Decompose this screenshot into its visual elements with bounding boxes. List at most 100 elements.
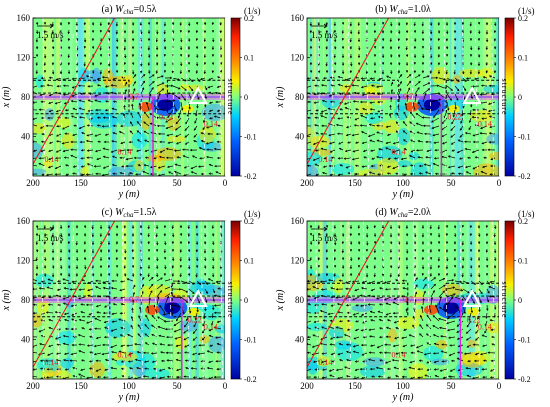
velocity-vector bbox=[39, 287, 46, 290]
y-tick-label: 40 bbox=[21, 335, 31, 345]
velocity-vector bbox=[353, 100, 360, 103]
velocity-vector bbox=[376, 367, 384, 370]
vector-head bbox=[421, 62, 425, 65]
velocity-vector bbox=[338, 141, 344, 145]
vector-head bbox=[80, 368, 83, 372]
velocity-vector bbox=[353, 344, 360, 347]
vector-head bbox=[354, 360, 358, 363]
vector-head bbox=[85, 75, 89, 78]
vector-head bbox=[431, 120, 434, 123]
vector-head bbox=[102, 166, 106, 169]
velocity-vector bbox=[462, 280, 469, 284]
vector-head bbox=[419, 314, 423, 318]
velocity-vector bbox=[472, 116, 480, 119]
vector-head bbox=[337, 83, 341, 86]
velocity-vector bbox=[354, 92, 360, 95]
vector-head bbox=[187, 226, 190, 230]
vector-head bbox=[103, 335, 107, 339]
velocity-vector bbox=[148, 94, 151, 103]
velocity-vector bbox=[63, 359, 70, 362]
vector-head bbox=[208, 78, 211, 81]
vector-head bbox=[437, 259, 441, 262]
vortex-core bbox=[164, 301, 181, 314]
vector-head bbox=[350, 258, 353, 262]
y-tick-label: 160 bbox=[291, 216, 305, 226]
colorbar-tick-label: 0.1 bbox=[518, 257, 528, 266]
velocity-vector bbox=[438, 284, 446, 290]
colorbar-tick-label: 0 bbox=[244, 93, 248, 102]
velocity-vector bbox=[440, 368, 448, 372]
vector-head bbox=[91, 251, 95, 254]
vector-head bbox=[453, 242, 457, 245]
vector-head bbox=[382, 266, 385, 269]
vector-head bbox=[68, 266, 71, 269]
vector-head bbox=[415, 149, 419, 152]
vector-head bbox=[398, 95, 401, 99]
velocity-vector bbox=[174, 328, 182, 333]
vector-head bbox=[52, 46, 55, 50]
vector-head bbox=[472, 134, 475, 137]
velocity-vector bbox=[216, 280, 222, 283]
vector-head bbox=[130, 112, 133, 115]
vector-head bbox=[214, 294, 217, 297]
vector-head bbox=[131, 31, 135, 34]
colorbar-unit: (1/s) bbox=[244, 209, 261, 219]
x-tick-label: 200 bbox=[26, 178, 40, 188]
velocity-vector bbox=[192, 352, 198, 356]
vector-head bbox=[78, 116, 82, 119]
velocity-vector bbox=[489, 125, 496, 128]
panel-title-sub: cha bbox=[398, 211, 409, 219]
velocity-vector bbox=[488, 101, 496, 105]
vector-head bbox=[481, 368, 484, 371]
vector-head bbox=[196, 55, 199, 59]
vector-head bbox=[461, 243, 464, 246]
vector-head bbox=[408, 73, 412, 77]
velocity-vector bbox=[307, 173, 312, 176]
vector-head bbox=[449, 369, 453, 372]
vector-head bbox=[33, 303, 36, 306]
vector-head bbox=[389, 257, 393, 261]
vector-head bbox=[86, 376, 89, 379]
x-tick-label: 0 bbox=[497, 381, 502, 391]
vector-head bbox=[370, 288, 374, 292]
vector-head bbox=[136, 149, 139, 152]
velocity-vector bbox=[377, 344, 384, 348]
vector-head bbox=[75, 274, 79, 277]
vector-head bbox=[413, 30, 417, 34]
vector-head bbox=[75, 70, 79, 73]
vector-head bbox=[441, 142, 445, 145]
vector-head bbox=[474, 156, 478, 159]
velocity-vector bbox=[62, 141, 70, 144]
vector-head bbox=[147, 234, 150, 238]
velocity-vector bbox=[450, 133, 456, 138]
vector-head bbox=[165, 126, 169, 130]
vector-head bbox=[377, 115, 381, 119]
velocity-vector bbox=[112, 164, 118, 167]
field-blob bbox=[387, 328, 397, 343]
velocity-vector bbox=[338, 76, 344, 79]
velocity-vector bbox=[446, 279, 454, 282]
field-blob bbox=[179, 84, 191, 91]
vector-head bbox=[159, 304, 162, 308]
velocity-vector bbox=[422, 291, 426, 298]
vector-head bbox=[341, 22, 345, 25]
velocity-vector bbox=[307, 92, 312, 95]
velocity-vector bbox=[194, 117, 198, 124]
velocity-vector bbox=[131, 104, 134, 111]
panel-d: 0.140.140.140.220.721.5 m/s4080120160200… bbox=[275, 207, 535, 403]
vector-head bbox=[51, 274, 55, 278]
vector-head bbox=[486, 300, 490, 303]
vector-head bbox=[469, 24, 472, 27]
panel-title-sub: cha bbox=[123, 211, 134, 219]
vector-head bbox=[172, 92, 175, 95]
wave-crest-line bbox=[347, 18, 351, 176]
vector-head bbox=[46, 376, 49, 379]
velocity-vector bbox=[329, 141, 336, 144]
velocity-vector bbox=[453, 109, 456, 117]
vector-head bbox=[174, 337, 178, 340]
vector-head bbox=[333, 55, 336, 59]
vector-head bbox=[408, 334, 412, 337]
velocity-vector bbox=[156, 290, 162, 298]
vector-head bbox=[85, 303, 89, 307]
velocity-vector bbox=[156, 93, 161, 103]
